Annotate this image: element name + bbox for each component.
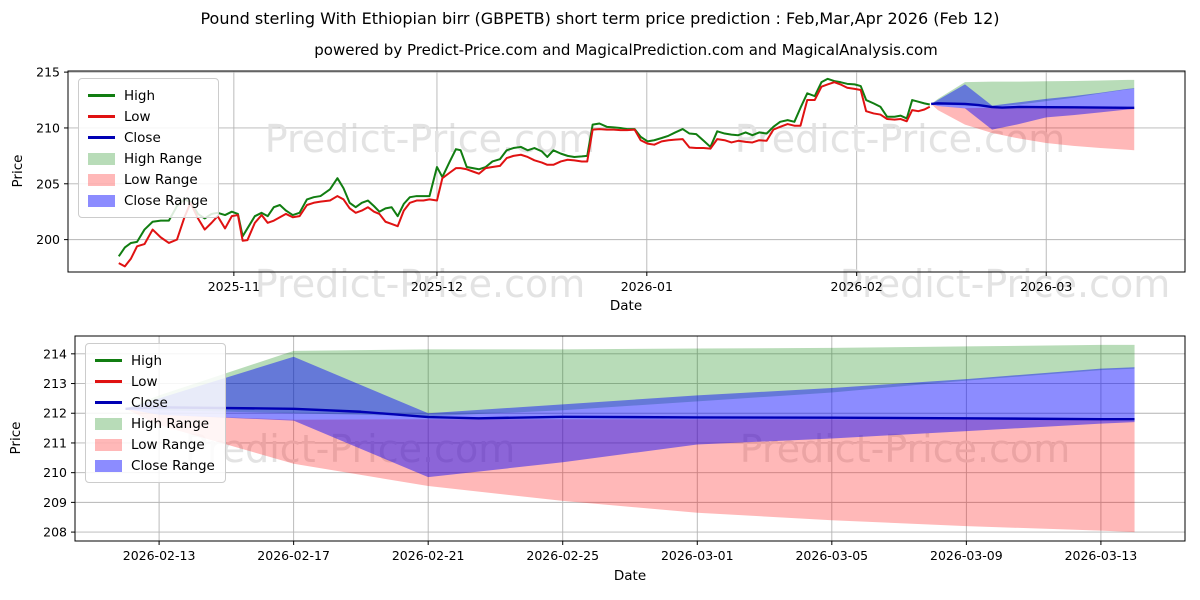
watermark-text: Predict-Price.com [265, 117, 596, 161]
legend-item-close: Close [95, 392, 215, 413]
legend-low-swatch [88, 115, 115, 118]
legend-main: High Low Close High Range Low Range Close Ran… [78, 78, 219, 218]
legend-item-low: Low [88, 106, 208, 127]
y-tick-label: 215 [36, 65, 60, 80]
x-tick-label: 2026-02-17 [257, 548, 330, 563]
legend-item-close-range: Close Range [95, 455, 215, 476]
legend-low-range-swatch [88, 173, 115, 186]
axes-border [74, 335, 1186, 542]
y-tick-label: 212 [43, 406, 67, 421]
series-close-line [125, 406, 1135, 421]
legend-item-close: Close [88, 127, 208, 148]
legend-close-range-label: Close Range [124, 192, 208, 209]
legend-close-label: Close [124, 129, 161, 146]
x-tick-label: 2026-03-05 [795, 548, 868, 563]
x-tick-label: 2026-03-01 [661, 548, 734, 563]
legend-low-range-swatch [95, 438, 122, 451]
legend-high-swatch [88, 94, 115, 97]
band-low-range [931, 103, 1135, 151]
x-tick-label: 2026-02 [831, 279, 883, 294]
watermark-text: Predict-Price.com [255, 262, 586, 306]
watermark-text: Predict-Price.com [840, 262, 1171, 306]
y-tick-label: 213 [43, 376, 67, 391]
legend-high-range-swatch [88, 152, 115, 165]
legend-item-high-range: High Range [88, 148, 208, 169]
y-tick-label: 210 [43, 465, 67, 480]
legend-high-label: High [131, 352, 163, 369]
y-tick-label: 214 [43, 346, 67, 361]
y-tick-label: 210 [36, 120, 60, 135]
legend-forecast: High Low Close High Range Low Range Close Ran… [85, 343, 226, 483]
watermark-text: Predict-Price.com [185, 427, 516, 471]
legend-low-range-label: Low Range [131, 436, 205, 453]
legend-item-low: Low [95, 371, 215, 392]
x-tick-label: 2026-01 [621, 279, 673, 294]
band-high-range [931, 79, 1135, 107]
y-axis-label: Price [8, 422, 24, 455]
legend-item-high-range: High Range [95, 413, 215, 434]
y-tick-label: 205 [36, 176, 60, 191]
legend-close-swatch [95, 401, 122, 404]
legend-item-close-range: Close Range [88, 190, 208, 211]
x-tick-label: 2026-03-09 [930, 548, 1003, 563]
legend-close-range-swatch [95, 459, 122, 472]
legend-low-label: Low [131, 373, 158, 390]
legend-high-range-label: High Range [131, 415, 210, 432]
legend-close-swatch [88, 136, 115, 139]
band-low-range [125, 408, 1135, 533]
legend-high-label: High [124, 87, 156, 104]
legend-low-label: Low [124, 108, 151, 125]
legend-high-range-swatch [95, 417, 122, 430]
series-close-line [931, 102, 1135, 110]
x-axis-label: Date [610, 298, 642, 314]
legend-item-low-range: Low Range [88, 169, 208, 190]
y-axis-label: Price [10, 155, 26, 188]
axes-border [67, 70, 1186, 273]
legend-item-high: High [95, 350, 215, 371]
x-axis-label: Date [614, 568, 646, 584]
y-tick-label: 209 [43, 495, 67, 510]
legend-low-range-label: Low Range [124, 171, 198, 188]
x-tick-label: 2026-02-21 [392, 548, 465, 563]
legend-item-high: High [88, 85, 208, 106]
x-tick-label: 2026-02-25 [526, 548, 599, 563]
chart-forecast: Predict-Price.com Predict-Price.com 2026-0… [8, 335, 1186, 584]
y-tick-label: 211 [43, 435, 67, 450]
series-low-line [118, 81, 931, 268]
legend-high-swatch [95, 359, 122, 362]
x-tick-label: 2025-11 [208, 279, 260, 294]
legend-item-low-range: Low Range [95, 434, 215, 455]
legend-close-range-swatch [88, 194, 115, 207]
x-tick-label: 2026-03-13 [1065, 548, 1138, 563]
x-tick-label: 2026-02-13 [123, 548, 196, 563]
watermark-text: Predict-Price.com [740, 427, 1071, 471]
legend-low-swatch [95, 380, 122, 383]
y-tick-label: 208 [43, 525, 67, 540]
legend-close-range-label: Close Range [131, 457, 215, 474]
chart-title: Pound sterling With Ethiopian birr (GBPE… [200, 9, 1000, 28]
x-tick-label: 2026-03 [1020, 279, 1072, 294]
chart-subtitle: powered by Predict-Price.com and Magical… [314, 41, 938, 59]
band-high-range [125, 344, 1135, 417]
legend-close-label: Close [131, 394, 168, 411]
chart-main: Predict-Price.com Predict-Price.com Predic… [10, 65, 1186, 314]
series-high-line [117, 77, 930, 257]
legend-high-range-label: High Range [124, 150, 203, 167]
x-tick-label: 2025-12 [411, 279, 463, 294]
y-tick-label: 200 [36, 232, 60, 247]
